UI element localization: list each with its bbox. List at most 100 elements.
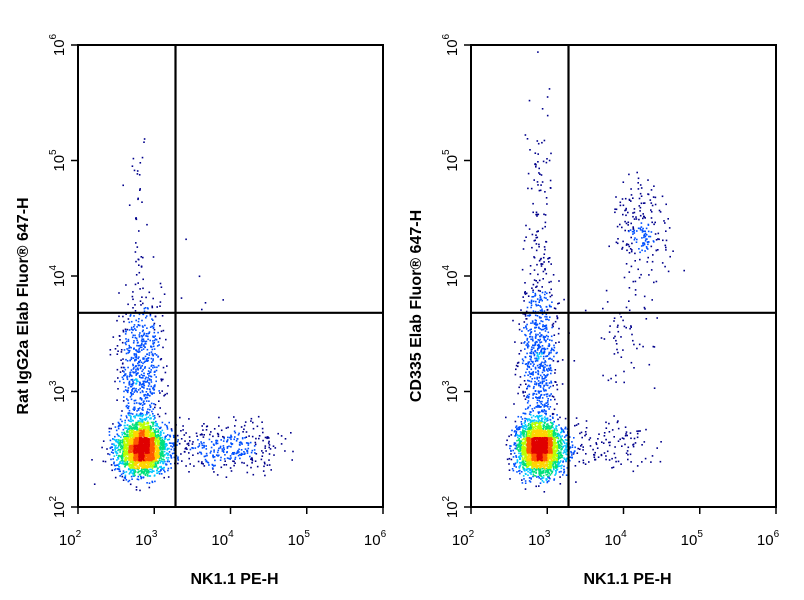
event-dot [159, 451, 161, 454]
event-dot [163, 448, 165, 450]
event-dot [166, 444, 168, 446]
event-dot [162, 329, 165, 332]
event-dot [644, 250, 646, 252]
event-dot [525, 326, 527, 329]
event-dot [514, 420, 517, 423]
event-dot [634, 252, 636, 255]
event-dot [596, 447, 599, 449]
event-dot [631, 249, 633, 251]
event-dot [162, 366, 165, 369]
event-dot [227, 436, 229, 439]
y-tick-label: 103 [48, 380, 68, 403]
event-dot [143, 138, 146, 140]
event-dot [639, 214, 642, 217]
event-dot [543, 374, 545, 376]
event-dot [146, 427, 148, 429]
event-dot [111, 449, 114, 451]
event-dot [540, 329, 543, 331]
event-dot [162, 455, 165, 458]
event-dot [138, 413, 141, 416]
event-dot [525, 371, 527, 374]
event-dot [167, 439, 169, 441]
event-dot [166, 365, 168, 367]
event-dot [534, 350, 537, 353]
event-dot [635, 218, 638, 220]
event-dot [540, 306, 542, 308]
event-dot [551, 294, 553, 297]
event-dot [146, 448, 149, 450]
event-dot [140, 424, 143, 427]
event-dot [137, 341, 139, 344]
event-dot [124, 433, 126, 436]
event-dot [140, 366, 142, 368]
event-dot [117, 350, 119, 352]
event-dot [512, 469, 515, 472]
event-dot [131, 438, 133, 440]
event-dot [122, 329, 125, 332]
event-dot [621, 198, 624, 200]
event-dot [124, 342, 127, 344]
event-dot [222, 435, 224, 438]
event-dot [148, 381, 150, 384]
event-dot [636, 430, 638, 432]
event-dot [149, 326, 152, 328]
event-dot [148, 471, 150, 473]
event-dot [543, 406, 545, 408]
event-dot [608, 422, 610, 425]
event-dot [125, 343, 127, 346]
event-dot [124, 374, 126, 377]
event-dot [535, 164, 537, 166]
event-dot [617, 324, 619, 327]
event-dot [128, 349, 131, 352]
event-dot [161, 444, 164, 446]
event-dot [632, 226, 634, 228]
event-dot [526, 368, 528, 370]
event-dot [529, 355, 531, 358]
event-dot [140, 377, 143, 379]
event-dot [203, 423, 205, 425]
event-dot [213, 471, 215, 473]
event-dot [632, 197, 634, 199]
event-dot [142, 426, 145, 428]
event-dot [637, 227, 640, 230]
event-dot [533, 363, 535, 366]
event-dot [148, 425, 150, 428]
event-dot [563, 472, 565, 474]
event-dot [121, 440, 124, 442]
event-dot [585, 420, 588, 422]
event-dot [157, 447, 160, 449]
event-dot [532, 339, 534, 342]
event-dot [547, 335, 549, 338]
event-dot [532, 310, 535, 312]
event-dot [198, 443, 201, 445]
event-dot [524, 480, 527, 482]
event-dot [547, 398, 549, 400]
event-dot [122, 450, 125, 453]
event-dot [124, 456, 127, 459]
event-dot [159, 454, 161, 457]
event-dot [135, 423, 138, 426]
event-dot [135, 368, 137, 371]
event-dot [639, 258, 641, 261]
event-dot [153, 348, 156, 350]
event-dot [127, 429, 129, 431]
event-dot [524, 348, 526, 350]
event-dot [147, 359, 149, 362]
event-dot [151, 447, 153, 449]
event-dot [139, 367, 142, 370]
event-dot [250, 417, 253, 420]
event-dot [535, 485, 537, 488]
event-dot [254, 443, 257, 446]
event-dot [605, 421, 607, 424]
event-dot [127, 444, 129, 447]
event-dot [520, 349, 522, 352]
event-dot [125, 437, 127, 440]
event-dot [151, 442, 154, 445]
event-dot [563, 468, 565, 471]
event-dot [241, 443, 243, 445]
event-dot [138, 336, 141, 338]
event-dot [117, 377, 119, 379]
event-dot [155, 376, 157, 378]
event-dot [600, 337, 603, 339]
event-dot [135, 413, 138, 416]
